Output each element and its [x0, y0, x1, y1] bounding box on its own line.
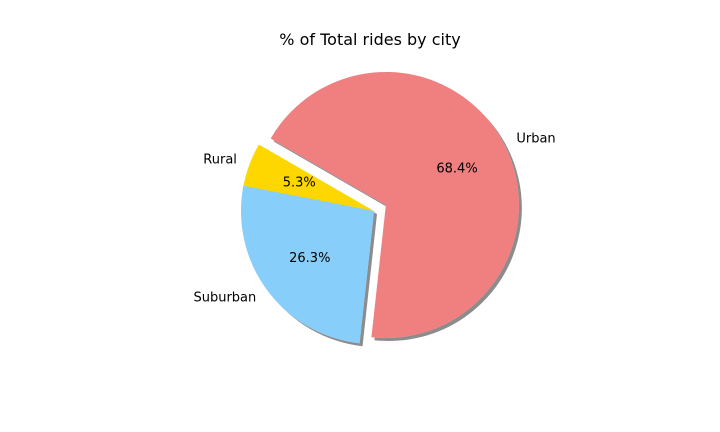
percent-label-urban: 68.4% — [436, 161, 477, 176]
pie-slice-urban — [270, 71, 519, 338]
slice-label-suburban: Suburban — [193, 290, 256, 305]
slice-label-rural: Rural — [203, 152, 237, 167]
slice-label-urban: Urban — [516, 131, 555, 146]
percent-label-rural: 5.3% — [283, 176, 316, 191]
percent-label-suburban: 26.3% — [289, 251, 330, 266]
pie-slice-rural — [243, 144, 374, 211]
chart-title: % of Total rides by city — [279, 30, 461, 49]
pie-slice-suburban — [241, 185, 374, 344]
